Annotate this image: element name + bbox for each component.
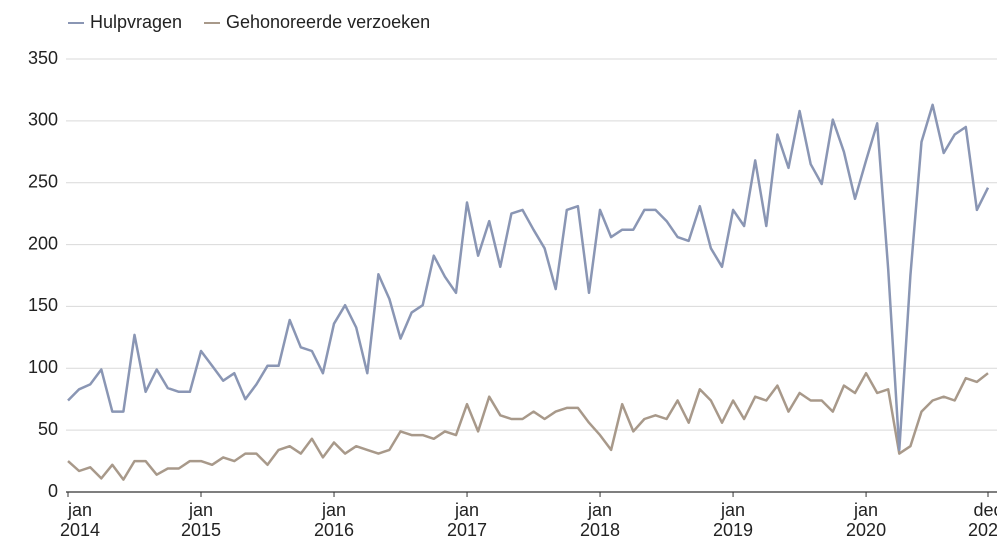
legend-swatch [68,21,84,24]
series-line [67,103,990,452]
x-tick-label: jan 2014 [59,500,101,538]
y-tick-label: 250 [28,171,58,191]
series-line [67,371,989,481]
legend-label: Gehonoreerde verzoeken [226,12,431,32]
x-tick-label: jan 2019 [713,500,754,538]
y-tick-label: 50 [38,419,58,439]
y-tick-label: 200 [28,233,58,253]
y-tick-label: 150 [28,295,58,315]
x-tick-label: jan 2016 [313,500,355,538]
y-tick-label: 100 [28,357,58,377]
y-tick-label: 350 [28,48,58,68]
legend-item: Gehonoreerde verzoeken [204,12,430,33]
x-tick-label: dec 2020 [967,500,997,538]
x-tick-label: jan 2018 [580,500,621,538]
y-tick-label: 0 [48,481,58,501]
legend-label: Hulpvragen [90,12,183,32]
legend-item: Hulpvragen [68,12,182,33]
x-tick-label: jan 2015 [180,500,222,538]
legend-swatch [204,21,220,24]
x-tick-label: jan 2017 [447,500,488,538]
y-tick-label: 300 [28,110,58,130]
x-tick-label: jan 2020 [846,500,887,538]
